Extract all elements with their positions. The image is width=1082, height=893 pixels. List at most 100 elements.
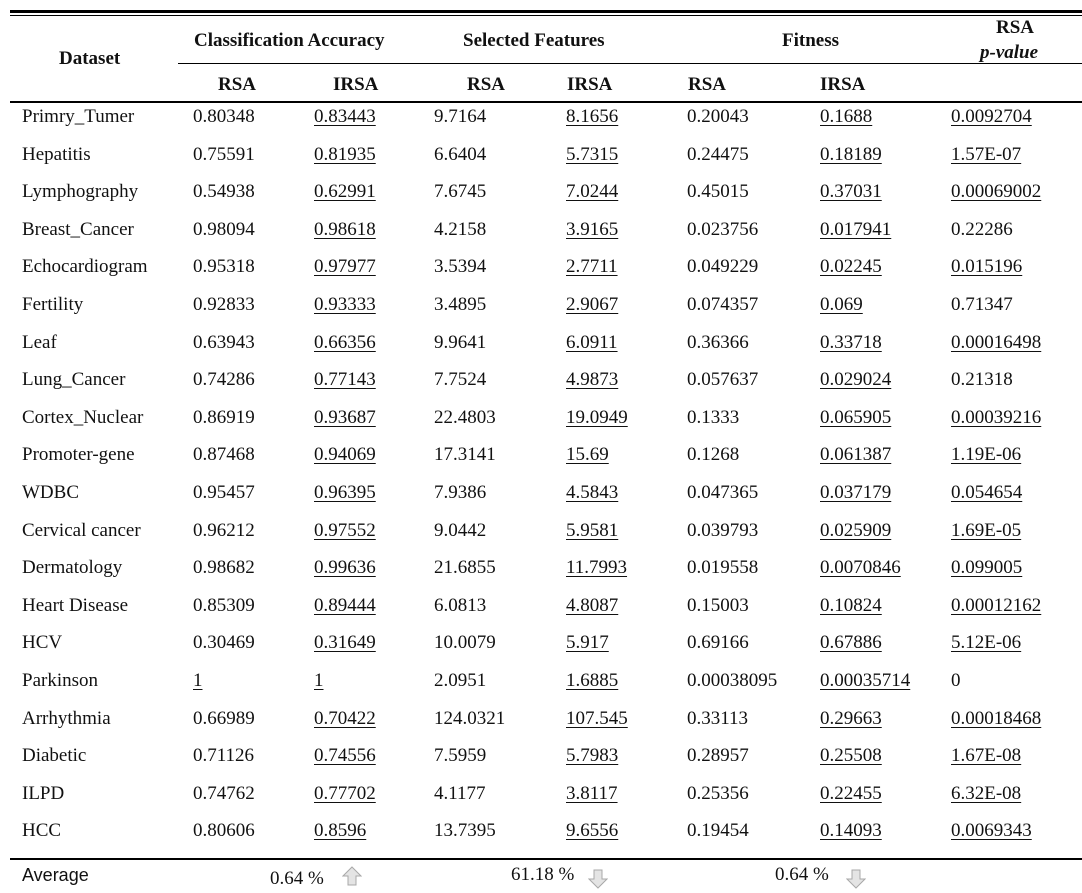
cell-acc-rsa: 0.95318: [193, 256, 255, 277]
cell-fit-irsa: 0.037179: [820, 482, 892, 503]
cell-pvalue: 6.32E-08: [951, 783, 1022, 804]
cell-feat-rsa: 3.4895: [434, 294, 487, 315]
cell-dataset: HCV: [22, 632, 63, 653]
cell-fit-irsa: 0.029024: [820, 369, 892, 390]
cell-acc-irsa: 1: [314, 670, 324, 691]
cell-fit-irsa: 0.33718: [820, 332, 882, 353]
cell-fit-irsa: 0.0070846: [820, 557, 901, 578]
cell-pvalue: 0.015196: [951, 256, 1023, 277]
cell-fit-irsa: 0.017941: [820, 219, 892, 240]
cell-feat-irsa: 11.7993: [566, 557, 628, 578]
cell-acc-rsa: 0.71126: [193, 745, 255, 766]
cell-feat-rsa: 6.0813: [434, 595, 487, 616]
cell-acc-irsa: 0.81935: [314, 144, 376, 165]
cell-dataset: Fertility: [22, 294, 84, 315]
subheader-fit-irsa: IRSA: [820, 74, 866, 95]
cell-dataset: Cortex_Nuclear: [22, 407, 144, 428]
header-selected-features: Selected Features: [463, 30, 605, 51]
cell-fit-irsa: 0.025909: [820, 520, 892, 541]
cell-fit-irsa: 0.14093: [820, 820, 882, 841]
cell-fit-rsa: 0.24475: [687, 144, 749, 165]
cell-fit-rsa: 0.057637: [687, 369, 759, 390]
cell-pvalue: 1.19E-06: [951, 444, 1022, 465]
cell-feat-rsa: 22.4803: [434, 407, 496, 428]
cell-fit-rsa: 0.25356: [687, 783, 749, 804]
cell-fit-irsa: 0.67886: [820, 632, 882, 653]
cell-fit-rsa: 0.023756: [687, 219, 759, 240]
cell-dataset: Arrhythmia: [22, 708, 111, 729]
cell-acc-rsa: 0.74286: [193, 369, 255, 390]
cell-feat-rsa: 124.0321: [434, 708, 506, 729]
cell-pvalue: 0.099005: [951, 557, 1023, 578]
cell-feat-rsa: 3.5394: [434, 256, 487, 277]
cell-acc-rsa: 1: [193, 670, 203, 691]
cell-pvalue: 0.22286: [951, 219, 1013, 240]
subheader-acc-irsa: IRSA: [333, 74, 379, 95]
cell-acc-rsa: 0.80606: [193, 820, 255, 841]
subheader-acc-rsa: RSA: [218, 74, 257, 95]
cell-fit-irsa: 0.10824: [820, 595, 882, 616]
average-features: 61.18 %: [511, 864, 575, 885]
cell-acc-rsa: 0.96212: [193, 520, 255, 541]
cell-pvalue: 0.00016498: [951, 332, 1042, 353]
cell-dataset: Cervical cancer: [22, 520, 141, 541]
cell-fit-rsa: 0.039793: [687, 520, 759, 541]
cell-feat-rsa: 7.6745: [434, 181, 487, 202]
cell-acc-irsa: 0.31649: [314, 632, 376, 653]
cell-pvalue: 0: [951, 670, 961, 691]
cell-fit-rsa: 0.00038095: [687, 670, 778, 691]
cell-fit-rsa: 0.1333: [687, 407, 740, 428]
cell-fit-rsa: 0.45015: [687, 181, 749, 202]
cell-acc-irsa: 0.77143: [314, 369, 376, 390]
top-rule-thin: [10, 15, 1082, 16]
average-label: Average: [22, 865, 89, 885]
cell-feat-irsa: 19.0949: [566, 407, 628, 428]
cell-fit-irsa: 0.37031: [820, 181, 882, 202]
cell-feat-rsa: 13.7395: [434, 820, 496, 841]
cell-acc-rsa: 0.87468: [193, 444, 255, 465]
top-rule-thick: [10, 10, 1082, 13]
cell-feat-irsa: 9.6556: [566, 820, 619, 841]
cell-feat-irsa: 4.8087: [566, 595, 619, 616]
cell-fit-rsa: 0.28957: [687, 745, 749, 766]
average-rule: [10, 858, 1082, 860]
cell-feat-rsa: 9.9641: [434, 332, 487, 353]
cell-acc-rsa: 0.30469: [193, 632, 255, 653]
cell-acc-irsa: 0.83443: [314, 106, 376, 127]
cell-fit-rsa: 0.19454: [687, 820, 749, 841]
cell-fit-irsa: 0.25508: [820, 745, 882, 766]
cell-feat-irsa: 5.7983: [566, 745, 619, 766]
cell-feat-irsa: 7.0244: [566, 181, 619, 202]
cell-acc-rsa: 0.63943: [193, 332, 255, 353]
header-rsa-pvalue-line2: p-value: [980, 42, 1039, 63]
cell-dataset: HCC: [22, 820, 62, 841]
cell-feat-irsa: 5.9581: [566, 520, 619, 541]
cell-feat-rsa: 2.0951: [434, 670, 487, 691]
cell-feat-rsa: 4.1177: [434, 783, 486, 804]
cell-fit-irsa: 0.00035714: [820, 670, 911, 691]
cell-pvalue: 1.57E-07: [951, 144, 1022, 165]
cell-dataset: Hepatitis: [22, 144, 91, 165]
arrow-up-icon: [342, 866, 362, 886]
header-dataset: Dataset: [59, 48, 121, 69]
cell-dataset: Leaf: [22, 332, 57, 353]
cell-pvalue: 0.00018468: [951, 708, 1042, 729]
cell-acc-irsa: 0.89444: [314, 595, 376, 616]
cell-feat-rsa: 7.5959: [434, 745, 487, 766]
cell-acc-irsa: 0.70422: [314, 708, 376, 729]
cell-fit-rsa: 0.019558: [687, 557, 759, 578]
cell-fit-irsa: 0.1688: [820, 106, 873, 127]
cell-fit-rsa: 0.33113: [687, 708, 749, 729]
cell-fit-rsa: 0.074357: [687, 294, 759, 315]
cell-acc-rsa: 0.80348: [193, 106, 255, 127]
average-fitness: 0.64 %: [775, 864, 829, 885]
header-fitness: Fitness: [782, 30, 839, 51]
cell-pvalue: 1.67E-08: [951, 745, 1022, 766]
cell-acc-irsa: 0.97977: [314, 256, 376, 277]
cell-acc-irsa: 0.62991: [314, 181, 376, 202]
cell-acc-irsa: 0.8596: [314, 820, 367, 841]
cell-fit-irsa: 0.22455: [820, 783, 882, 804]
cell-dataset: Lung_Cancer: [22, 369, 126, 390]
cell-feat-rsa: 6.6404: [434, 144, 487, 165]
cell-dataset: Heart Disease: [22, 595, 129, 616]
